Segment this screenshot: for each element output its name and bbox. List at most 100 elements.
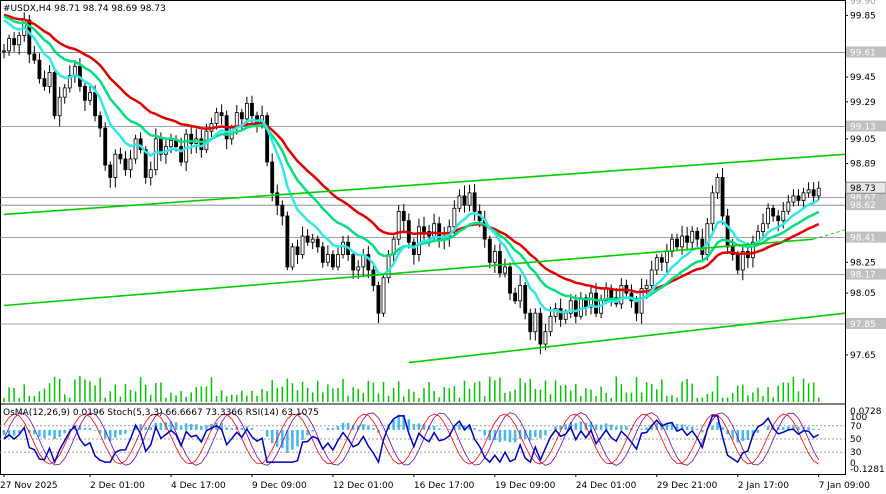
candle-body [239,112,244,120]
x-tick-label: 19 Dec 09:00 [495,481,556,491]
candle-body [508,266,512,294]
candle-body [543,331,548,345]
price-axis: 99.85 99.61 99.45 99.29 99.13 99.05 98.89 98.73… [845,0,886,361]
candle-body [148,169,153,178]
y-tick-label: 97.65 [850,351,876,361]
candle-body [781,210,786,222]
candle-body [816,187,821,197]
candle-body [37,59,42,80]
stoch-level-label: 50 [850,435,862,445]
candle-body [7,38,11,52]
candle-body [487,238,492,263]
current-price-text: 98.73 [850,184,876,194]
candle-body [801,192,806,201]
stoch-level-label: 30 [850,448,862,458]
candle-body [811,189,816,197]
stoch-main-line [3,412,820,466]
level-price-text: 99.61 [850,48,876,58]
candle-body [568,300,573,314]
candle-body [715,177,720,194]
candle-body [437,223,442,240]
candle-body [776,215,781,222]
x-tick-label: 12 Dec 01:00 [333,481,394,491]
candle-body [17,35,22,46]
x-tick-label: 29 Dec 21:00 [657,481,718,491]
level-price-tag [846,199,886,211]
candle-body [690,231,695,243]
ma-red-line [3,13,820,294]
candle-body [518,285,523,302]
y-tick-label: 99.85 [850,11,876,21]
candle-body [57,96,62,117]
level-price-text: 98.62 [850,201,876,211]
x-tick-label: 27 Nov 2025 [0,481,58,491]
x-tick-label: 4 Dec 17:00 [171,481,226,491]
candle-body [62,87,67,98]
candle-body [32,53,37,61]
x-tick-label: 24 Dec 01:00 [576,481,637,491]
candle-body [336,254,340,268]
candle-body [244,102,249,120]
candle-body [128,158,133,171]
level-price-text: 98.17 [850,271,876,281]
candle-body [492,251,497,263]
trendline [3,153,846,216]
candle-body [108,164,113,178]
candle-body [88,92,92,101]
osma-histogram [2,414,820,453]
candle-body [285,215,290,268]
candle-body [356,266,361,271]
candle-body [133,138,138,160]
candle-body [791,195,796,203]
y-tick-label: 99.29 [850,98,876,108]
candle-body [179,146,184,163]
level-price-tag [846,46,886,58]
candle-body [341,241,345,255]
candle-body [113,153,118,178]
y-tick-label: 98.05 [850,289,876,299]
candle-body [93,92,98,117]
candle-body [680,235,684,248]
indicator-header: OsMA(12,26,9) 0.0196 Stoch(5,3,3) 66.666… [3,408,319,418]
candle-body [265,115,270,163]
level-price-text: 98.67 [850,193,876,203]
candle-body [649,269,654,286]
x-tick-label: 16 Dec 17:00 [414,481,475,491]
candle-body [563,312,568,320]
candle-body [710,192,715,225]
osma-bottom-label: -0.1281 [850,465,885,475]
candle-body [280,204,285,217]
candle-body [457,195,462,209]
candle-body [27,19,32,55]
candle-body [472,192,477,212]
candle-body [452,207,457,228]
candle-body [83,86,87,101]
candle-body [118,153,123,160]
candles [2,12,821,355]
ma-cyan-line [3,19,820,314]
candle-body [467,192,472,206]
candle-body [796,195,801,201]
candle-body [219,112,224,117]
candle-body [214,112,219,124]
candle-body [275,192,280,206]
candle-body [462,195,467,206]
candle-body [47,72,52,87]
candle-body [639,288,644,314]
top-price-label: 99.90 [850,0,876,7]
candle-body [315,238,320,248]
candle-body [295,246,300,255]
candle-body [503,266,507,274]
osma-top-label: 0.0728 [850,407,882,417]
candle-body [371,269,376,286]
candle-body [538,312,543,345]
level-price-tag [846,318,886,329]
candle-body [664,251,669,263]
trendline [408,312,846,364]
y-tick-label: 98.89 [850,160,876,170]
x-tick-label: 7 Jan 09:00 [819,481,871,491]
x-tick-label: 2 Dec 01:00 [90,481,145,491]
candle-body [103,127,108,166]
candle-body [730,246,735,255]
